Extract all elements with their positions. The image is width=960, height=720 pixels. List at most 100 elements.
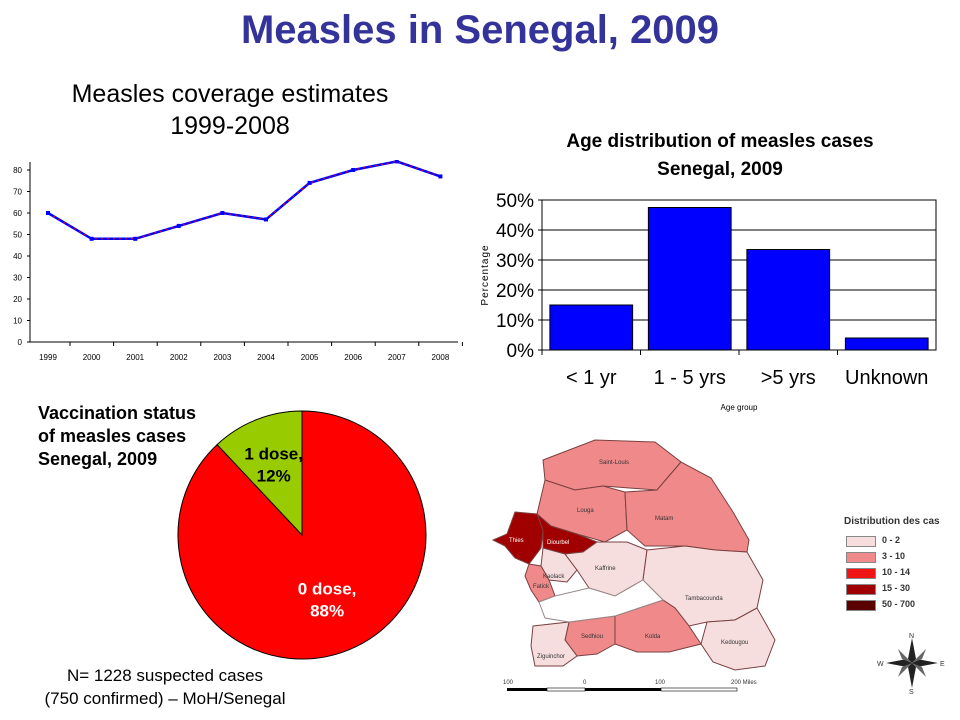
x-tick-label: 2007 — [388, 353, 406, 362]
compass-n-label: N — [909, 633, 914, 640]
coverage-series-overlay — [47, 160, 441, 240]
scale-label-2: 0 — [583, 680, 587, 686]
x-tick-label: >5 yrs — [761, 367, 816, 389]
scale-label-1: 100 — [503, 680, 514, 686]
footnote-line2: (750 confirmed) – MoH/Senegal — [44, 689, 286, 708]
line-chart-title-line2: 1999-2008 — [170, 112, 290, 140]
footnote: N= 1228 suspected cases (750 confirmed) … — [0, 664, 330, 710]
map-label-tambacounda: Tambacounda — [685, 596, 723, 602]
bar — [746, 249, 831, 351]
y-tick-label: 0 — [18, 338, 23, 347]
footnote-line1: N= 1228 suspected cases — [66, 666, 264, 685]
map-label-diourbel: Diourbel — [547, 540, 569, 546]
y-tick-label: 30 — [13, 274, 22, 283]
pie-title-line1: Vaccination status — [38, 403, 197, 423]
pie-label-line2: 12% — [257, 467, 291, 486]
y-tick-label: 30% — [496, 251, 534, 272]
map-region-kolda — [614, 599, 702, 653]
scale-label-3: 100 — [655, 680, 666, 686]
bar — [549, 304, 634, 351]
compass-w-label: W — [877, 661, 884, 668]
map-label-louga: Louga — [577, 508, 594, 514]
y-tick-label: 80 — [13, 166, 22, 175]
line-chart-title-line1: Measles coverage estimates — [71, 80, 389, 108]
x-tick-label: 2005 — [301, 353, 319, 362]
map-scale-bar: 100 0 100 200 Miles — [503, 680, 757, 692]
pie-title-line2: of measles cases — [38, 426, 187, 446]
map-label-kaolack: Kaolack — [543, 574, 565, 580]
y-tick-label: 20 — [13, 295, 22, 304]
map-region-matam — [624, 461, 750, 553]
map-label-kaffrine: Kaffrine — [595, 566, 616, 572]
x-tick-label: 2004 — [257, 353, 275, 362]
x-tick-label: < 1 yr — [566, 367, 617, 389]
data-point — [438, 174, 443, 179]
y-tick-label: 40 — [13, 252, 22, 261]
map-label-sedhiou: Sedhiou — [581, 634, 603, 640]
y-axis-label: Percentage — [480, 244, 491, 305]
pie-label-line2: 88% — [310, 601, 344, 620]
x-tick-label: 2003 — [214, 353, 232, 362]
y-tick-label: 70 — [13, 188, 22, 197]
compass-e-label: E — [940, 661, 945, 668]
y-tick-label: 50 — [13, 231, 22, 240]
legend-label: 10 - 14 — [882, 567, 911, 577]
x-tick-label: 2008 — [432, 353, 450, 362]
legend-label: 15 - 30 — [882, 583, 911, 593]
gambia-strip — [538, 579, 664, 623]
x-tick-label: 2006 — [344, 353, 362, 362]
x-tick-label: 2000 — [83, 353, 101, 362]
y-tick-label: 60 — [13, 209, 22, 218]
bar-chart-title-line1: Age distribution of measles cases — [566, 131, 874, 152]
x-tick-label: 1 - 5 yrs — [654, 367, 726, 389]
x-axis-label: Age group — [721, 403, 758, 412]
compass-rose-icon: N E S W — [877, 633, 945, 694]
data-point — [46, 211, 50, 215]
data-point — [176, 223, 181, 228]
bar — [844, 337, 929, 351]
legend-label: 50 - 700 — [882, 599, 916, 609]
x-tick-label: 1999 — [39, 353, 57, 362]
pie-title-line3: Senegal, 2009 — [38, 449, 158, 469]
data-point — [89, 236, 94, 241]
data-point — [220, 211, 225, 215]
scale-label-4: 200 Miles — [731, 680, 757, 686]
y-tick-label: 10% — [496, 311, 534, 332]
map-legend-title: Distribution des cas — [844, 516, 940, 527]
legend-swatch — [846, 600, 876, 611]
y-tick-label: 0% — [507, 341, 535, 362]
legend-swatch — [846, 552, 876, 563]
map-region-kedougou — [700, 607, 776, 671]
data-point — [133, 236, 138, 241]
age-bar-chart: 0% 10% 20% 30% 40% 50% < 1 yr 1 - 5 yrs >5 yrs Un… — [480, 191, 937, 412]
pie-label-line1: 1 dose, — [244, 445, 303, 464]
data-point — [264, 217, 268, 222]
map-label-thies: Thies — [509, 538, 524, 544]
y-tick-label: 50% — [496, 191, 534, 212]
pie-slice — [216, 410, 303, 537]
senegal-case-map: Saint-Louis Louga Matam Thies Diourbel K… — [491, 439, 776, 692]
legend-swatch — [846, 584, 876, 595]
y-tick-label: 10 — [13, 317, 22, 326]
map-region-ziguinchor — [530, 621, 578, 667]
compass-s-label: S — [909, 689, 914, 694]
y-tick-label: 40% — [496, 221, 534, 242]
x-tick-label: 2002 — [170, 353, 188, 362]
legend-label: 3 - 10 — [882, 551, 906, 561]
coverage-series-line — [47, 160, 441, 241]
legend-swatch — [846, 568, 876, 579]
map-label-ziguinchor: Ziguinchor — [537, 654, 565, 660]
bar-chart-title-line2: Senegal, 2009 — [657, 159, 783, 180]
map-label-saint-louis: Saint-Louis — [599, 460, 629, 466]
legend-label: 0 - 2 — [882, 535, 901, 545]
bar — [647, 207, 732, 351]
x-tick-label: Unknown — [845, 367, 928, 389]
map-label-kolda: Kolda — [645, 634, 661, 640]
vaccination-pie-chart: 0 dose, 88% 1 dose, 12% — [177, 410, 427, 660]
map-label-fatick: Fatick — [533, 584, 550, 590]
line-chart-title: Measles coverage estimates 1999-2008 — [20, 78, 440, 142]
page-title: Measles in Senegal, 2009 — [240, 8, 720, 52]
data-point — [307, 180, 312, 185]
pie-chart-title: Vaccination status of measles cases Sene… — [38, 402, 238, 471]
map-label-kedougou: Kedougou — [721, 640, 748, 646]
